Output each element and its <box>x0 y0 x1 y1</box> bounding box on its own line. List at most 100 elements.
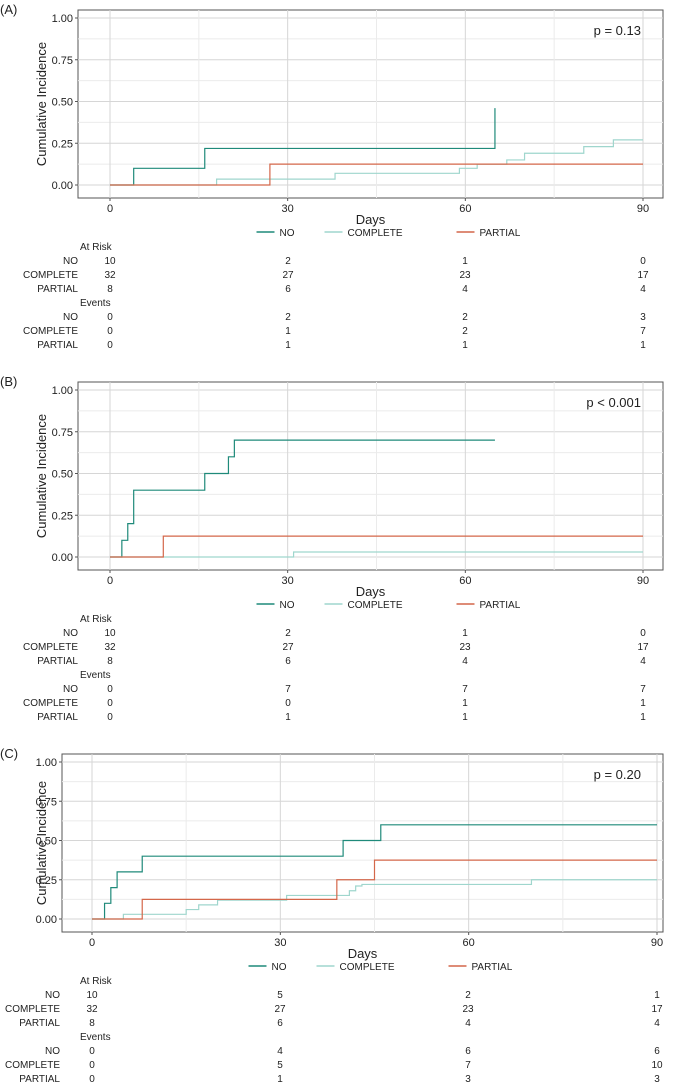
at-risk-cell: 2 <box>285 256 291 267</box>
table-row-label: COMPLETE <box>23 642 78 653</box>
at-risk-cell: 8 <box>89 1018 95 1029</box>
events-cell: 6 <box>654 1046 660 1057</box>
events-cell: 10 <box>651 1060 663 1071</box>
legend-label: COMPLETE <box>340 962 395 973</box>
at-risk-title: At Risk <box>80 242 113 253</box>
plot-area <box>77 381 664 571</box>
panel-label: (A) <box>0 2 17 17</box>
events-cell: 7 <box>285 684 291 695</box>
panel-label: (C) <box>0 746 18 761</box>
at-risk-cell: 32 <box>104 642 116 653</box>
events-cell: 0 <box>89 1046 95 1057</box>
at-risk-cell: 4 <box>640 656 646 667</box>
legend-label: NO <box>280 600 295 611</box>
series-line-no <box>92 824 657 920</box>
table-row-label: PARTIAL <box>37 712 78 723</box>
events-cell: 0 <box>89 1074 95 1082</box>
at-risk-cell: 32 <box>86 1004 98 1015</box>
table-row-label: NO <box>63 628 78 639</box>
events-cell: 0 <box>107 340 113 351</box>
table-row-label: PARTIAL <box>37 340 78 351</box>
at-risk-cell: 10 <box>86 990 98 1001</box>
y-axis-label: Cumulative Incidence <box>34 781 49 905</box>
legend-label: COMPLETE <box>348 228 403 239</box>
events-cell: 0 <box>285 698 291 709</box>
x-axis-label: Days <box>356 584 386 599</box>
table-row-label: PARTIAL <box>37 284 78 295</box>
table-row-label: PARTIAL <box>37 656 78 667</box>
events-cell: 2 <box>285 312 291 323</box>
events-title: Events <box>80 298 111 309</box>
events-cell: 0 <box>107 312 113 323</box>
series-line-partial <box>110 535 643 558</box>
x-tick-label: 0 <box>107 575 113 587</box>
at-risk-cell: 1 <box>462 628 468 639</box>
at-risk-cell: 1 <box>462 256 468 267</box>
events-cell: 7 <box>465 1060 471 1071</box>
p-value: p < 0.001 <box>586 395 641 410</box>
x-tick-label: 0 <box>89 937 95 949</box>
at-risk-cell: 23 <box>459 642 471 653</box>
x-axis-label: Days <box>356 212 386 227</box>
events-cell: 0 <box>89 1060 95 1071</box>
at-risk-cell: 4 <box>465 1018 471 1029</box>
y-tick-label: 0.75 <box>36 796 57 808</box>
at-risk-cell: 4 <box>654 1018 660 1029</box>
at-risk-cell: 32 <box>104 270 116 281</box>
events-cell: 0 <box>107 698 113 709</box>
legend-label: PARTIAL <box>472 962 513 973</box>
events-cell: 5 <box>277 1060 283 1071</box>
events-cell: 0 <box>107 712 113 723</box>
table-row-label: COMPLETE <box>5 1004 60 1015</box>
at-risk-cell: 23 <box>459 270 471 281</box>
x-tick-label: 0 <box>107 203 113 215</box>
at-risk-cell: 8 <box>107 284 113 295</box>
events-cell: 7 <box>462 684 468 695</box>
x-tick-label: 30 <box>274 937 286 949</box>
x-tick-label: 90 <box>651 937 663 949</box>
table-row-label: NO <box>63 684 78 695</box>
at-risk-cell: 2 <box>285 628 291 639</box>
events-cell: 0 <box>107 684 113 695</box>
events-cell: 1 <box>462 340 468 351</box>
events-cell: 1 <box>640 712 646 723</box>
plot-area <box>61 753 664 933</box>
x-tick-label: 60 <box>459 203 471 215</box>
events-cell: 1 <box>462 712 468 723</box>
y-tick-label: 0.50 <box>36 836 57 848</box>
at-risk-cell: 8 <box>107 656 113 667</box>
y-tick-label: 0.25 <box>52 510 73 522</box>
events-cell: 2 <box>462 326 468 337</box>
y-axis-label: Cumulative Incidence <box>34 414 49 538</box>
legend-label: NO <box>272 962 287 973</box>
at-risk-cell: 27 <box>282 270 294 281</box>
events-cell: 1 <box>285 340 291 351</box>
x-tick-label: 60 <box>463 937 475 949</box>
events-title: Events <box>80 670 111 681</box>
at-risk-title: At Risk <box>80 976 113 987</box>
series-line-complete <box>110 551 643 558</box>
table-row-label: NO <box>45 1046 60 1057</box>
legend-label: PARTIAL <box>480 228 521 239</box>
events-cell: 1 <box>277 1074 283 1082</box>
events-cell: 3 <box>465 1074 471 1082</box>
at-risk-cell: 23 <box>462 1004 474 1015</box>
table-row-label: COMPLETE <box>23 270 78 281</box>
table-row-label: NO <box>63 312 78 323</box>
events-cell: 7 <box>640 684 646 695</box>
events-title: Events <box>80 1032 111 1043</box>
events-cell: 1 <box>285 326 291 337</box>
x-tick-label: 30 <box>282 575 294 587</box>
at-risk-cell: 17 <box>637 642 649 653</box>
y-tick-label: 0.75 <box>52 427 73 439</box>
at-risk-cell: 5 <box>277 990 283 1001</box>
legend-label: NO <box>280 228 295 239</box>
table-row-label: PARTIAL <box>19 1074 60 1082</box>
y-tick-label: 0.00 <box>52 552 73 564</box>
y-tick-label: 1.00 <box>36 757 57 769</box>
x-tick-label: 60 <box>459 575 471 587</box>
table-row-label: COMPLETE <box>23 326 78 337</box>
events-cell: 1 <box>462 698 468 709</box>
